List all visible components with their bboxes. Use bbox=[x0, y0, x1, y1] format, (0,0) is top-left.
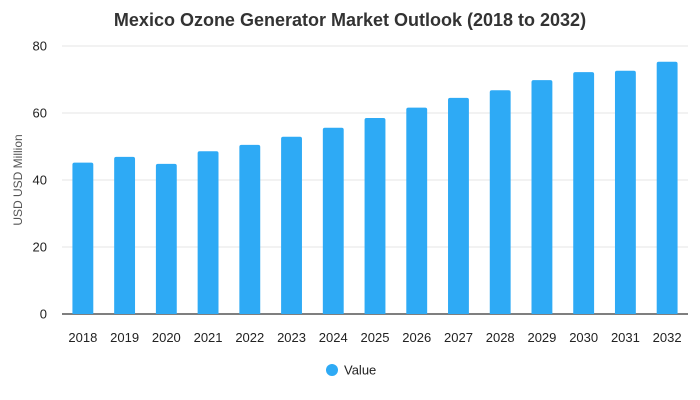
bar-2028[interactable] bbox=[489, 90, 511, 314]
y-tick-label: 40 bbox=[33, 173, 47, 188]
bar-2021[interactable] bbox=[197, 151, 219, 314]
bar-2032[interactable] bbox=[656, 61, 678, 315]
x-tick-label: 2028 bbox=[486, 330, 515, 345]
y-tick-label: 20 bbox=[33, 240, 47, 255]
x-tick-label: 2029 bbox=[527, 330, 556, 345]
x-tick-label: 2030 bbox=[569, 330, 598, 345]
y-tick-label: 0 bbox=[40, 307, 47, 322]
y-axis-title: USD USD Million bbox=[11, 134, 25, 225]
y-tick-label: 60 bbox=[33, 106, 47, 121]
bar-2018[interactable] bbox=[72, 162, 94, 314]
bar-2031[interactable] bbox=[614, 70, 636, 314]
bar-2026[interactable] bbox=[406, 107, 428, 314]
bar-2024[interactable] bbox=[322, 127, 344, 315]
bar-2030[interactable] bbox=[573, 72, 595, 314]
bar-2019[interactable] bbox=[114, 156, 136, 314]
bar-2020[interactable] bbox=[155, 163, 177, 314]
legend[interactable]: Value bbox=[326, 363, 376, 378]
chart-title: Mexico Ozone Generator Market Outlook (2… bbox=[114, 10, 586, 30]
x-tick-label: 2027 bbox=[444, 330, 473, 345]
bar-2022[interactable] bbox=[239, 144, 261, 314]
x-tick-label: 2022 bbox=[235, 330, 264, 345]
x-tick-label: 2031 bbox=[611, 330, 640, 345]
y-tick-label: 80 bbox=[33, 39, 47, 54]
x-tick-label: 2026 bbox=[402, 330, 431, 345]
bar-2023[interactable] bbox=[281, 136, 302, 314]
x-tick-label: 2025 bbox=[361, 330, 390, 345]
x-tick-label: 2024 bbox=[319, 330, 348, 345]
x-tick-label: 2032 bbox=[653, 330, 682, 345]
x-tick-label: 2021 bbox=[194, 330, 223, 345]
x-tick-label: 2019 bbox=[110, 330, 139, 345]
y-axis: 0 20 40 60 80 bbox=[33, 39, 47, 322]
bar-2027[interactable] bbox=[448, 97, 469, 314]
legend-label: Value bbox=[344, 363, 376, 378]
bar-2025[interactable] bbox=[364, 118, 386, 315]
legend-marker bbox=[326, 364, 338, 376]
x-tick-label: 2023 bbox=[277, 330, 306, 345]
bar-2029[interactable] bbox=[531, 80, 553, 314]
x-axis: 2018 2019 2020 2021 2022 2023 2024 2025 2026 2027… bbox=[68, 330, 681, 345]
x-tick-label: 2020 bbox=[152, 330, 181, 345]
bar-layer bbox=[72, 61, 678, 315]
x-tick-label: 2018 bbox=[68, 330, 97, 345]
